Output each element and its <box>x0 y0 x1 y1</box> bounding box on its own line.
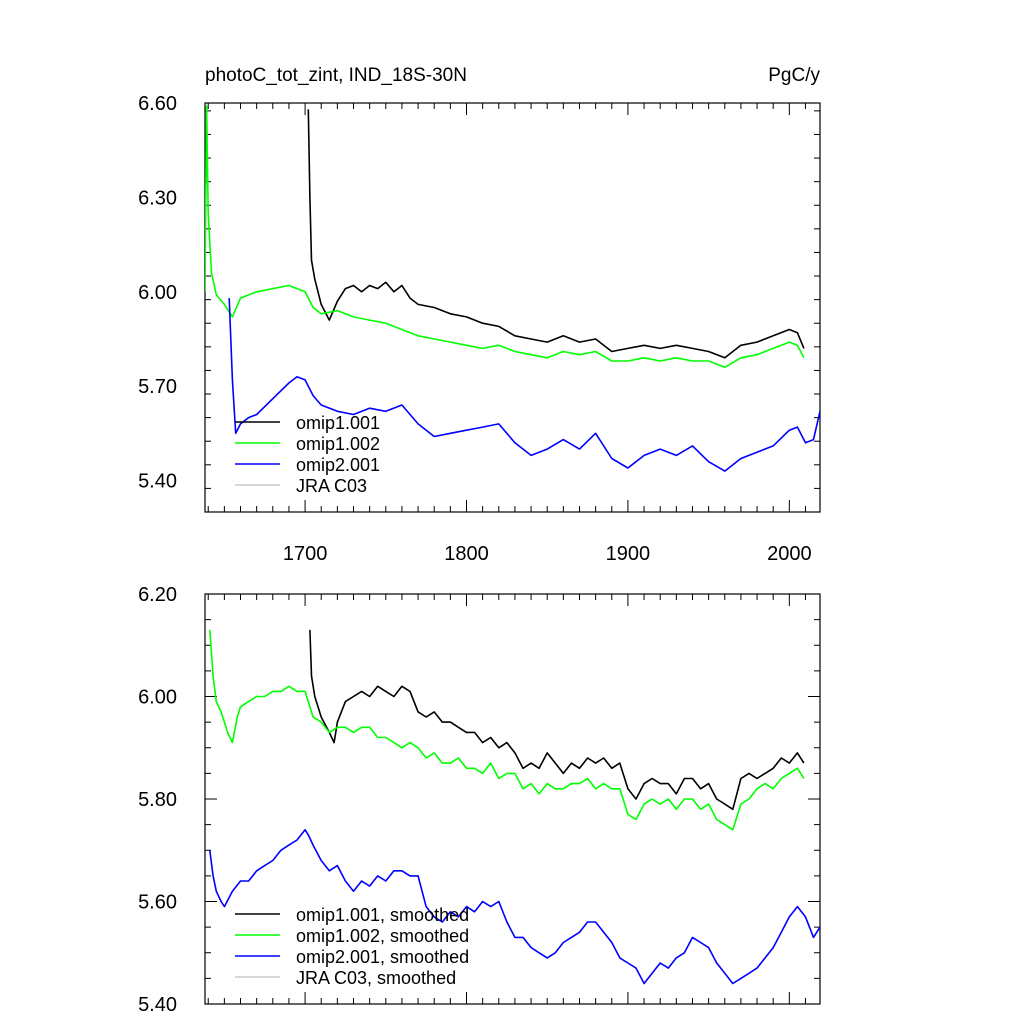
legend-label: omip1.002, smoothed <box>296 926 469 946</box>
y-tick-label: 6.30 <box>138 187 177 209</box>
x-tick-label: 1900 <box>606 543 651 565</box>
plot-frame <box>204 102 821 513</box>
y-tick-label: 5.70 <box>138 376 177 398</box>
legend-label: omip1.002 <box>296 434 380 454</box>
y-tick-label: 5.60 <box>138 892 177 914</box>
series-line-omip2-001-smoothed <box>209 828 820 985</box>
x-tick-label: 1800 <box>444 543 489 565</box>
legend-label: omip2.001 <box>296 455 380 475</box>
y-tick-label: 6.60 <box>138 93 177 115</box>
x-tick-label: 1700 <box>283 543 328 565</box>
axis-ticks <box>205 103 820 513</box>
axis-ticks <box>205 593 820 1005</box>
chart-panel-1: 5.40 5.70 6.00 6.30 6.60 1700 1800 1900 2000 phot… <box>138 65 821 565</box>
legend-label: omip1.001 <box>296 413 380 433</box>
chart-units: PgC/y <box>768 65 820 86</box>
y-tick-label: 6.00 <box>138 687 177 709</box>
y-tick-label: 5.80 <box>138 789 177 811</box>
y-tick-label: 6.20 <box>138 584 177 606</box>
legend-label: JRA C03 <box>296 476 367 496</box>
x-tick-label: 2000 <box>767 543 812 565</box>
series-line-omip1-001 <box>307 109 805 359</box>
legend-label: omip2.001, smoothed <box>296 947 469 967</box>
chart-title: photoC_tot_zint, IND_18S-30N <box>205 65 467 86</box>
legend-label: JRA C03, smoothed <box>296 968 456 988</box>
series-line-omip2-001 <box>228 298 820 472</box>
series-line-omip1-002 <box>205 105 805 369</box>
y-tick-label: 6.00 <box>138 282 177 304</box>
series-line-omip1-001-smoothed <box>309 629 805 811</box>
legend-label: omip1.001, smoothed <box>296 905 469 925</box>
y-tick-label: 5.40 <box>138 471 177 493</box>
series-line-omip1-002-smoothed <box>209 629 805 831</box>
y-tick-label: 5.40 <box>138 994 177 1016</box>
